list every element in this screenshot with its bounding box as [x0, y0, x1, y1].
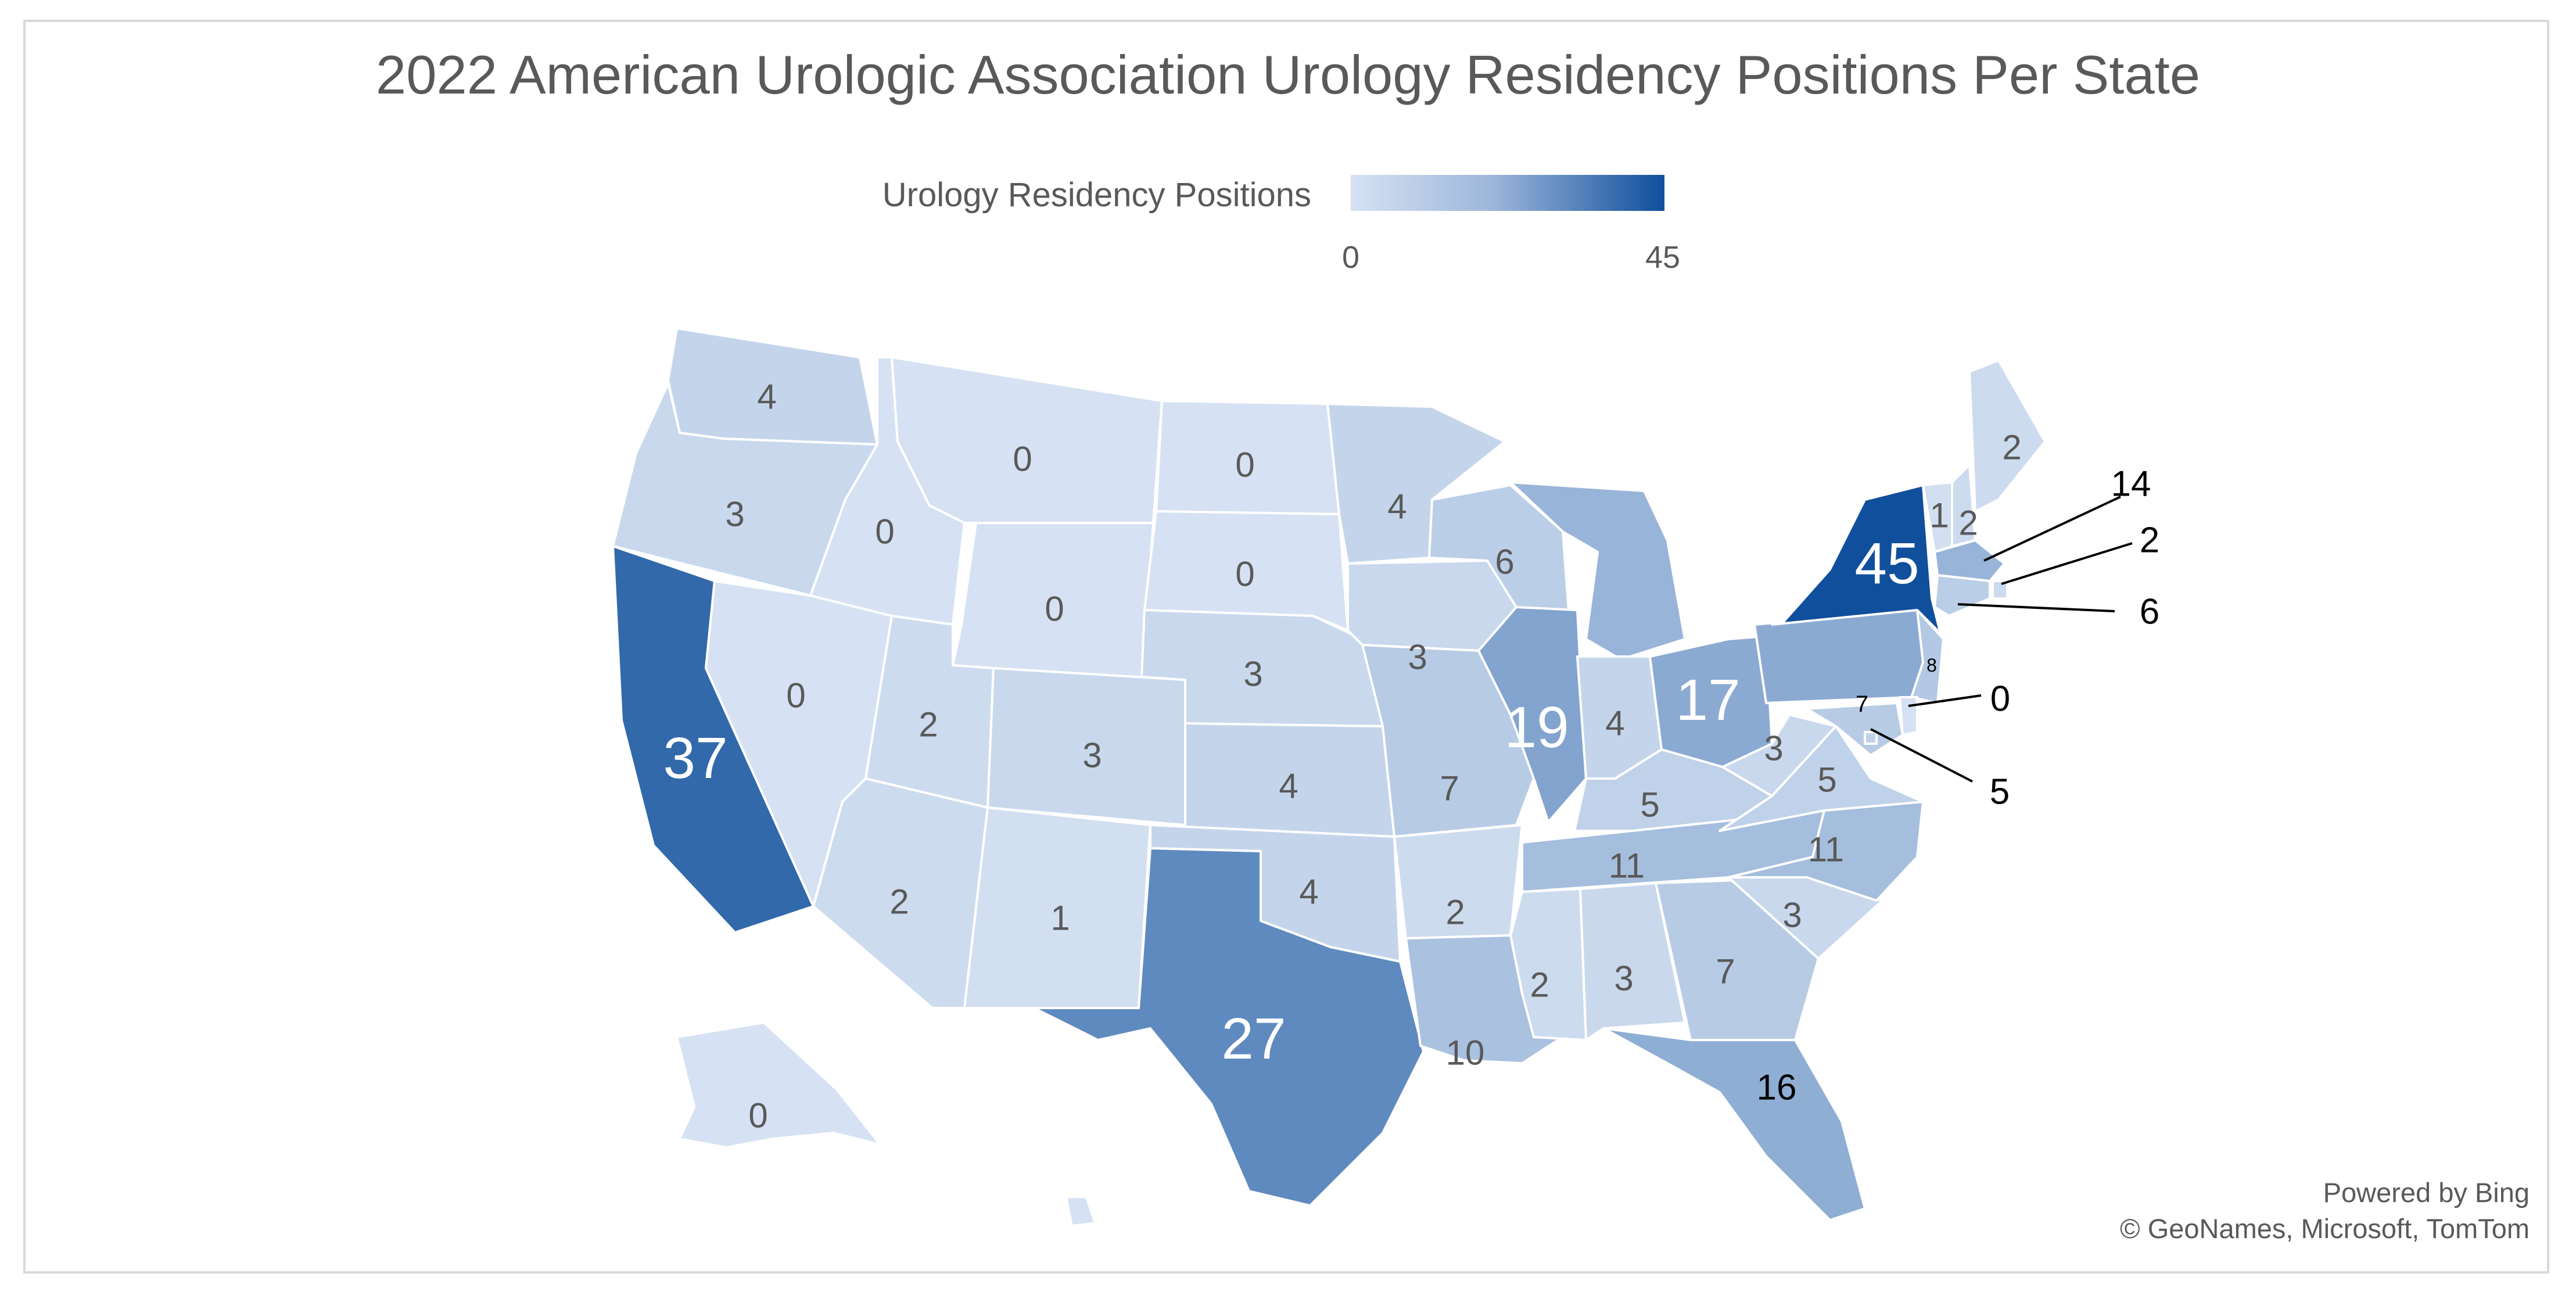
state-value-label-west-virginia: 3: [1764, 729, 1783, 768]
state-value-label-alaska: 0: [748, 1096, 767, 1135]
attribution-sources: © GeoNames, Microsoft, TomTom: [2120, 1213, 2530, 1244]
leader-line-connecticut: [1957, 603, 2115, 612]
state-value-label-arkansas: 2: [1445, 893, 1465, 932]
map-attribution: Powered by Bing © GeoNames, Microsoft, T…: [2120, 1175, 2530, 1247]
state-value-label-maine: 2: [2002, 428, 2021, 467]
state-delaware[interactable]: [1899, 696, 1918, 736]
state-value-label-kentucky: 5: [1640, 786, 1659, 824]
state-value-label-new-jersey: 8: [1926, 655, 1937, 676]
state-value-label-district-of-columbia: 5: [1990, 772, 2010, 812]
legend-color-scale: [1351, 175, 1664, 211]
state-value-label-ohio: 17: [1676, 668, 1740, 733]
state-value-label-nevada: 0: [786, 676, 805, 715]
state-value-label-oregon: 3: [725, 495, 744, 534]
state-value-label-utah: 2: [919, 705, 938, 744]
legend-max-label: 45: [1645, 240, 1681, 275]
state-alabama[interactable]: [1579, 882, 1686, 1041]
state-value-label-wisconsin: 6: [1495, 543, 1514, 582]
state-value-label-connecticut: 6: [2140, 592, 2159, 632]
state-new-jersey[interactable]: [1910, 609, 1944, 704]
state-value-label-wyoming: 0: [1045, 590, 1064, 629]
state-value-label-mississippi: 2: [1530, 966, 1549, 1005]
state-value-label-south-carolina: 3: [1782, 896, 1802, 935]
state-value-label-texas: 27: [1221, 1006, 1286, 1071]
state-maryland[interactable]: [1806, 702, 1904, 756]
state-value-label-new-hampshire: 2: [1958, 504, 1978, 543]
state-value-label-montana: 0: [1013, 440, 1032, 479]
map-title: 2022 American Urologic Association Urolo…: [375, 44, 2201, 105]
state-value-label-illinois: 19: [1504, 695, 1569, 760]
state-value-label-iowa: 3: [1408, 638, 1427, 677]
state-value-label-north-carolina: 11: [1808, 830, 1844, 869]
state-value-label-massachusetts: 14: [2111, 464, 2151, 504]
state-value-label-georgia: 7: [1716, 952, 1735, 991]
state-value-label-tennessee: 11: [1609, 847, 1645, 885]
state-hawaii[interactable]: [1065, 1196, 1096, 1227]
state-value-label-maryland: 7: [1856, 691, 1868, 717]
state-maine[interactable]: [1968, 359, 2046, 512]
state-north-carolina[interactable]: [1727, 801, 1924, 902]
state-massachusetts[interactable]: [1933, 539, 2005, 582]
state-value-label-new-mexico: 1: [1050, 899, 1070, 938]
state-florida[interactable]: [1602, 1027, 1866, 1221]
leader-line-delaware: [1908, 694, 1982, 707]
state-illinois[interactable]: [1477, 606, 1587, 823]
state-value-label-louisiana: 10: [1446, 1034, 1485, 1073]
state-value-label-indiana: 4: [1605, 704, 1624, 743]
state-value-label-virginia: 5: [1817, 761, 1836, 799]
state-value-label-north-dakota: 0: [1235, 446, 1254, 485]
legend-title: Urology Residency Positions: [882, 176, 1311, 214]
leader-line-district-of-columbia: [1870, 728, 1973, 783]
state-value-label-rhode-island: 2: [2140, 521, 2159, 561]
state-value-label-new-york: 45: [1854, 531, 1919, 596]
state-west-virginia[interactable]: [1721, 713, 1837, 797]
attribution-bing: Powered by Bing: [2323, 1177, 2530, 1208]
state-value-label-vermont: 1: [1929, 496, 1949, 535]
state-alaska[interactable]: [676, 1021, 881, 1149]
state-value-label-delaware: 0: [1990, 679, 2010, 719]
leader-line-massachusetts: [1983, 496, 2121, 562]
legend-min-label: 0: [1342, 240, 1360, 275]
state-value-label-kansas: 4: [1279, 767, 1298, 806]
state-value-label-idaho: 0: [875, 512, 894, 551]
state-value-label-missouri: 7: [1440, 769, 1459, 808]
state-texas[interactable]: [1033, 847, 1425, 1207]
state-value-label-colorado: 3: [1082, 736, 1102, 775]
state-value-label-arizona: 2: [889, 883, 909, 921]
state-value-label-south-dakota: 0: [1235, 555, 1254, 594]
state-new-york[interactable]: [1771, 484, 1942, 634]
state-value-label-nebraska: 3: [1243, 655, 1262, 694]
state-value-label-minnesota: 4: [1387, 487, 1407, 526]
state-value-label-alabama: 3: [1614, 959, 1633, 998]
state-district-of-columbia[interactable]: [1864, 731, 1878, 745]
state-value-label-washington: 4: [757, 378, 776, 417]
state-value-label-california: 37: [663, 726, 727, 791]
state-rhode-island[interactable]: [1992, 580, 2008, 600]
state-connecticut[interactable]: [1933, 574, 1991, 617]
state-value-label-florida: 16: [1757, 1068, 1797, 1108]
leader-line-rhode-island: [2001, 542, 2133, 585]
state-value-label-oklahoma: 4: [1299, 873, 1318, 912]
